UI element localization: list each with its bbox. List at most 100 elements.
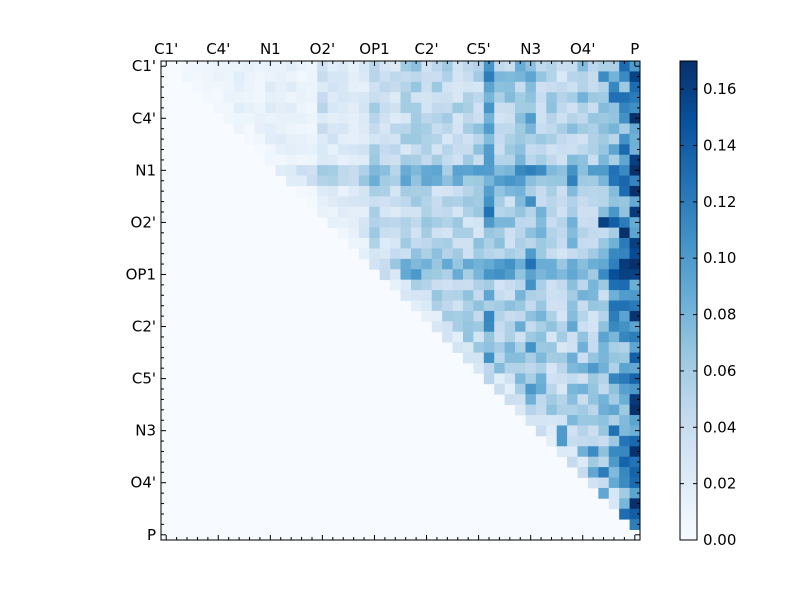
heatmap-cell — [327, 206, 339, 218]
heatmap-cell — [390, 269, 401, 281]
heatmap-cell — [317, 144, 329, 156]
heatmap-cell — [587, 456, 599, 468]
heatmap-cell — [546, 342, 558, 353]
heatmap-cell — [556, 206, 568, 218]
heatmap-cell — [348, 165, 360, 176]
heatmap-cell — [515, 321, 526, 333]
heatmap-cell — [619, 321, 630, 333]
heatmap-cell — [431, 321, 443, 333]
heatmap-cell — [567, 206, 578, 218]
heatmap-cell — [619, 165, 630, 176]
heatmap-cell — [567, 238, 578, 249]
heatmap-cell — [452, 310, 464, 322]
heatmap-cell — [358, 185, 370, 197]
heatmap-cell — [619, 154, 630, 166]
heatmap-cell — [535, 352, 547, 364]
heatmap-cell — [265, 113, 276, 124]
heatmap-cell — [431, 123, 443, 135]
heatmap-cell — [442, 71, 453, 83]
heatmap-cell — [525, 92, 537, 104]
heatmap-cell — [421, 154, 433, 166]
heatmap-cell — [567, 290, 578, 301]
heatmap-cell — [390, 81, 401, 93]
heatmap-cell — [275, 71, 287, 83]
heatmap-cell — [410, 238, 422, 249]
heatmap-cell — [619, 102, 630, 114]
heatmap-cell — [275, 165, 287, 176]
heatmap-cell — [494, 144, 506, 156]
heatmap-cell — [608, 498, 620, 510]
heatmap-cell — [452, 154, 464, 166]
heatmap-cell — [525, 133, 537, 145]
heatmap-cell — [348, 123, 360, 135]
heatmap-cell — [421, 102, 433, 114]
heatmap-cell — [515, 310, 526, 322]
heatmap-cell — [462, 71, 474, 83]
heatmap-cell — [535, 383, 547, 395]
heatmap-cell — [546, 352, 558, 364]
heatmap-cell — [369, 258, 381, 270]
heatmap-cell — [598, 196, 610, 208]
heatmap-cell — [431, 310, 443, 322]
heatmap-cell — [577, 435, 589, 447]
heatmap-cell — [358, 123, 370, 135]
heatmap-cell — [546, 144, 558, 156]
heatmap-cell — [525, 269, 537, 281]
heatmap-cell — [348, 61, 360, 72]
heatmap-cell — [629, 487, 641, 499]
heatmap-cell — [577, 61, 589, 72]
heatmap-cell — [535, 71, 547, 83]
heatmap-cell — [619, 279, 630, 291]
heatmap-cell — [567, 321, 578, 333]
heatmap-cell — [473, 81, 485, 93]
heatmap-cell — [421, 175, 433, 187]
heatmap-cell — [608, 206, 620, 218]
heatmap-cell — [577, 133, 589, 145]
heatmap-cell — [598, 175, 610, 187]
heatmap-cell — [608, 165, 620, 176]
heatmap-cell — [473, 144, 485, 156]
heatmap-cell — [327, 113, 339, 124]
heatmap-cell — [244, 81, 256, 93]
y-tick-label: C5' — [132, 370, 156, 388]
heatmap-cell — [296, 92, 308, 104]
heatmap-cell — [327, 217, 339, 229]
heatmap-cell — [494, 175, 506, 187]
heatmap-cell — [452, 290, 464, 301]
heatmap-cell — [400, 238, 412, 249]
heatmap-cell — [525, 300, 537, 312]
heatmap-cell — [421, 300, 433, 312]
heatmap-cell — [567, 185, 578, 197]
heatmap-cell — [515, 238, 526, 249]
heatmap-cell — [452, 279, 464, 291]
x-tick-label: P — [630, 40, 639, 58]
heatmap-cell — [567, 362, 578, 374]
heatmap-cell — [452, 81, 464, 93]
heatmap-cell — [515, 123, 526, 135]
heatmap-cell — [504, 217, 516, 229]
heatmap-cell — [598, 248, 610, 260]
heatmap-cell — [410, 144, 422, 156]
heatmap-cell — [390, 133, 401, 145]
heatmap-cell — [473, 352, 485, 364]
heatmap-cell — [202, 81, 214, 93]
heatmap-cell — [317, 102, 329, 114]
heatmap-cell — [473, 227, 485, 239]
heatmap-cell — [244, 113, 256, 124]
heatmap-cell — [358, 238, 370, 249]
heatmap-cell — [338, 227, 349, 239]
heatmap-cell — [587, 321, 599, 333]
heatmap-cell — [223, 81, 235, 93]
heatmap-cell — [223, 113, 235, 124]
heatmap-cell — [556, 310, 568, 322]
heatmap-cell — [369, 248, 381, 260]
heatmap-cell — [567, 123, 578, 135]
heatmap-cell — [296, 113, 308, 124]
heatmap-cell — [452, 321, 464, 333]
heatmap-cell — [567, 435, 578, 447]
heatmap-cell — [317, 81, 329, 93]
heatmap-cell — [338, 144, 349, 156]
heatmap-cell — [379, 154, 391, 166]
heatmap-cell — [556, 71, 568, 83]
